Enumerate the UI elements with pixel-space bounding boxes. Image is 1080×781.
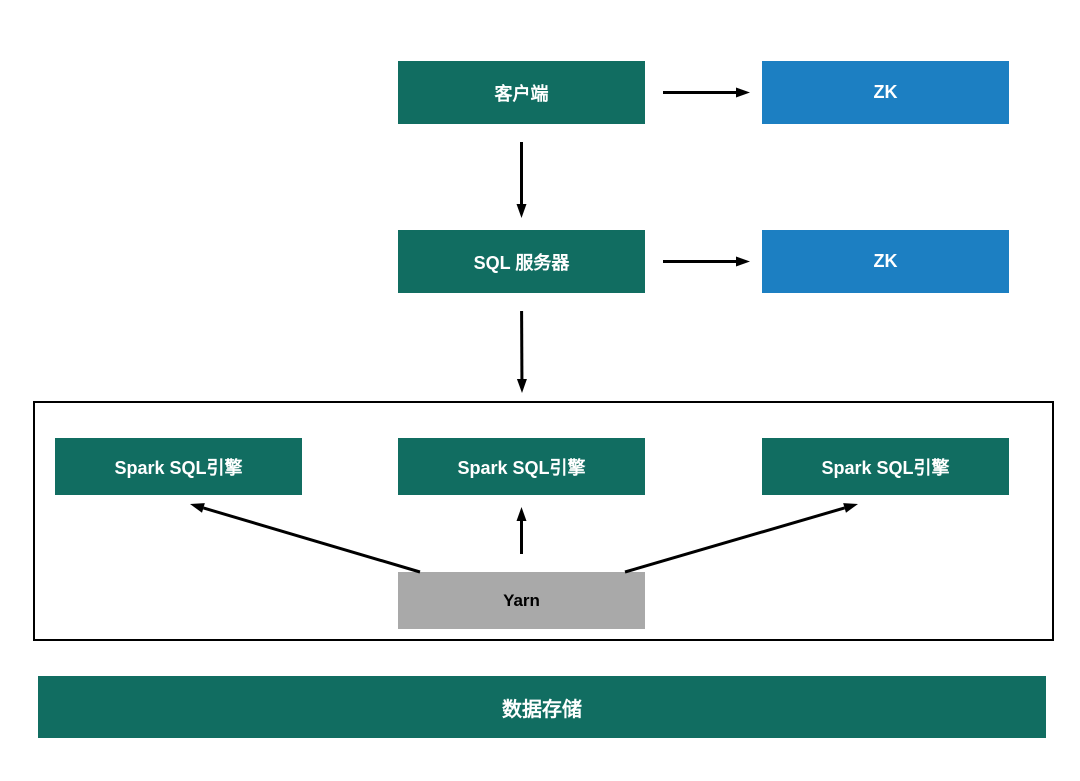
- node-zk-1: ZK: [762, 61, 1009, 124]
- diagram-stage: 客户端 ZK SQL 服务器 ZK Spark SQL引擎 Spark SQL引…: [0, 0, 1080, 781]
- node-engine1-label: Spark SQL引擎: [114, 454, 242, 480]
- node-engine3-label: Spark SQL引擎: [821, 454, 949, 480]
- node-spark-engine-3: Spark SQL引擎: [762, 438, 1009, 495]
- node-zk2-label: ZK: [874, 251, 898, 272]
- node-client: 客户端: [398, 61, 645, 124]
- node-zk1-label: ZK: [874, 82, 898, 103]
- node-zk-2: ZK: [762, 230, 1009, 293]
- node-sql-server: SQL 服务器: [398, 230, 645, 293]
- node-yarn: Yarn: [398, 572, 645, 629]
- node-data-storage: 数据存储: [38, 676, 1046, 738]
- node-sqlsrv-label: SQL 服务器: [474, 249, 570, 275]
- node-client-label: 客户端: [495, 80, 549, 106]
- node-spark-engine-2: Spark SQL引擎: [398, 438, 645, 495]
- node-engine2-label: Spark SQL引擎: [457, 454, 585, 480]
- node-spark-engine-1: Spark SQL引擎: [55, 438, 302, 495]
- node-storage-label: 数据存储: [502, 693, 582, 722]
- node-yarn-label: Yarn: [503, 591, 540, 611]
